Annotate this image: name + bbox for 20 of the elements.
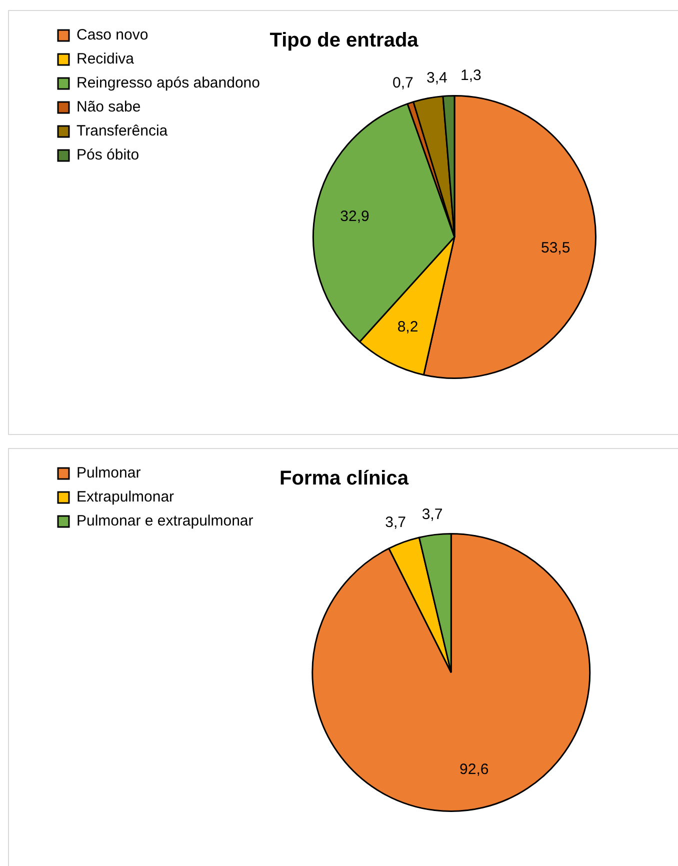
legend-label: Pós óbito [76, 146, 140, 164]
data-label: 32,9 [340, 208, 370, 226]
data-label: 0,7 [392, 74, 414, 92]
legend-label: Recidiva [76, 50, 135, 68]
data-label: 92,6 [460, 760, 489, 778]
legend-label: Não sabe [76, 98, 141, 116]
chart-title: Tipo de entrada [270, 30, 420, 52]
legend-label: Transferência [76, 122, 168, 140]
legend-label: Reingresso após abandono [76, 74, 260, 92]
data-label: 3,7 [422, 506, 443, 523]
data-label: 1,3 [460, 67, 482, 84]
data-label: 3,4 [426, 70, 448, 87]
legend-label: Extrapulmonar [76, 488, 174, 506]
data-label: 3,7 [385, 514, 406, 532]
legend-label: Pulmonar e extrapulmonar [76, 512, 254, 530]
data-label: 8,2 [397, 318, 418, 336]
legend-label: Pulmonar [76, 464, 141, 482]
legend-label: Caso novo [76, 26, 148, 44]
data-label: 53,5 [540, 239, 570, 256]
chart-title: Forma clínica [280, 468, 410, 490]
